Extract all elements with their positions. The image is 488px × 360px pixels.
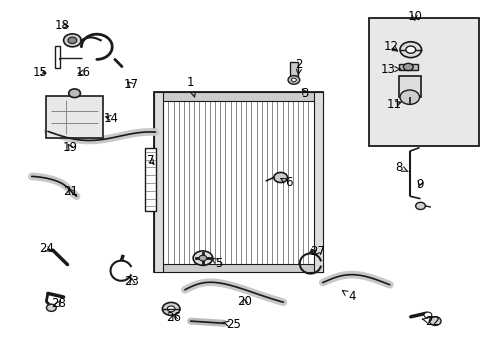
Text: 1: 1: [186, 76, 195, 97]
Text: 12: 12: [383, 40, 398, 53]
Text: 7: 7: [146, 154, 154, 167]
Text: 22: 22: [422, 315, 439, 328]
Bar: [154, 92, 163, 272]
Text: 18: 18: [55, 19, 70, 32]
Text: 15: 15: [33, 66, 47, 78]
Text: 27: 27: [310, 245, 325, 258]
Text: 26: 26: [166, 311, 181, 324]
Circle shape: [273, 172, 287, 183]
Text: 9: 9: [415, 178, 423, 191]
Bar: [46, 96, 102, 138]
Circle shape: [399, 42, 421, 58]
Circle shape: [423, 312, 431, 318]
Bar: [55, 46, 60, 68]
Text: 23: 23: [124, 275, 139, 288]
Text: 16: 16: [76, 66, 90, 79]
Circle shape: [415, 202, 425, 210]
Text: 11: 11: [386, 98, 401, 111]
Circle shape: [68, 89, 80, 98]
Bar: [154, 92, 322, 101]
Text: 10: 10: [407, 10, 421, 23]
Text: 19: 19: [63, 141, 78, 154]
Circle shape: [162, 302, 180, 315]
Text: 13: 13: [380, 63, 400, 76]
Bar: [154, 264, 322, 272]
Text: 20: 20: [237, 295, 251, 308]
Circle shape: [403, 63, 412, 71]
Circle shape: [405, 46, 415, 53]
Circle shape: [193, 251, 212, 265]
Bar: [313, 92, 322, 272]
Bar: [154, 92, 322, 272]
Circle shape: [428, 317, 440, 325]
Text: 2: 2: [295, 58, 303, 75]
Text: 17: 17: [123, 78, 138, 91]
Bar: [368, 18, 478, 146]
Text: 24: 24: [39, 242, 54, 255]
Text: 28: 28: [51, 297, 66, 310]
Bar: [398, 76, 420, 97]
Text: 14: 14: [104, 112, 119, 125]
Circle shape: [399, 90, 419, 104]
Circle shape: [291, 78, 296, 82]
Bar: [289, 62, 297, 76]
Circle shape: [287, 76, 299, 84]
Text: 4: 4: [342, 291, 355, 303]
Circle shape: [46, 304, 56, 311]
Circle shape: [167, 306, 175, 312]
Bar: [398, 64, 417, 70]
Text: 25: 25: [223, 318, 241, 331]
Bar: [144, 148, 155, 211]
Text: 8: 8: [394, 161, 407, 174]
Circle shape: [63, 34, 81, 47]
Text: 6: 6: [280, 176, 292, 189]
Text: 21: 21: [63, 185, 78, 198]
Circle shape: [199, 255, 206, 261]
Text: 5: 5: [212, 257, 223, 270]
Circle shape: [68, 37, 77, 44]
Text: 3: 3: [301, 87, 308, 100]
